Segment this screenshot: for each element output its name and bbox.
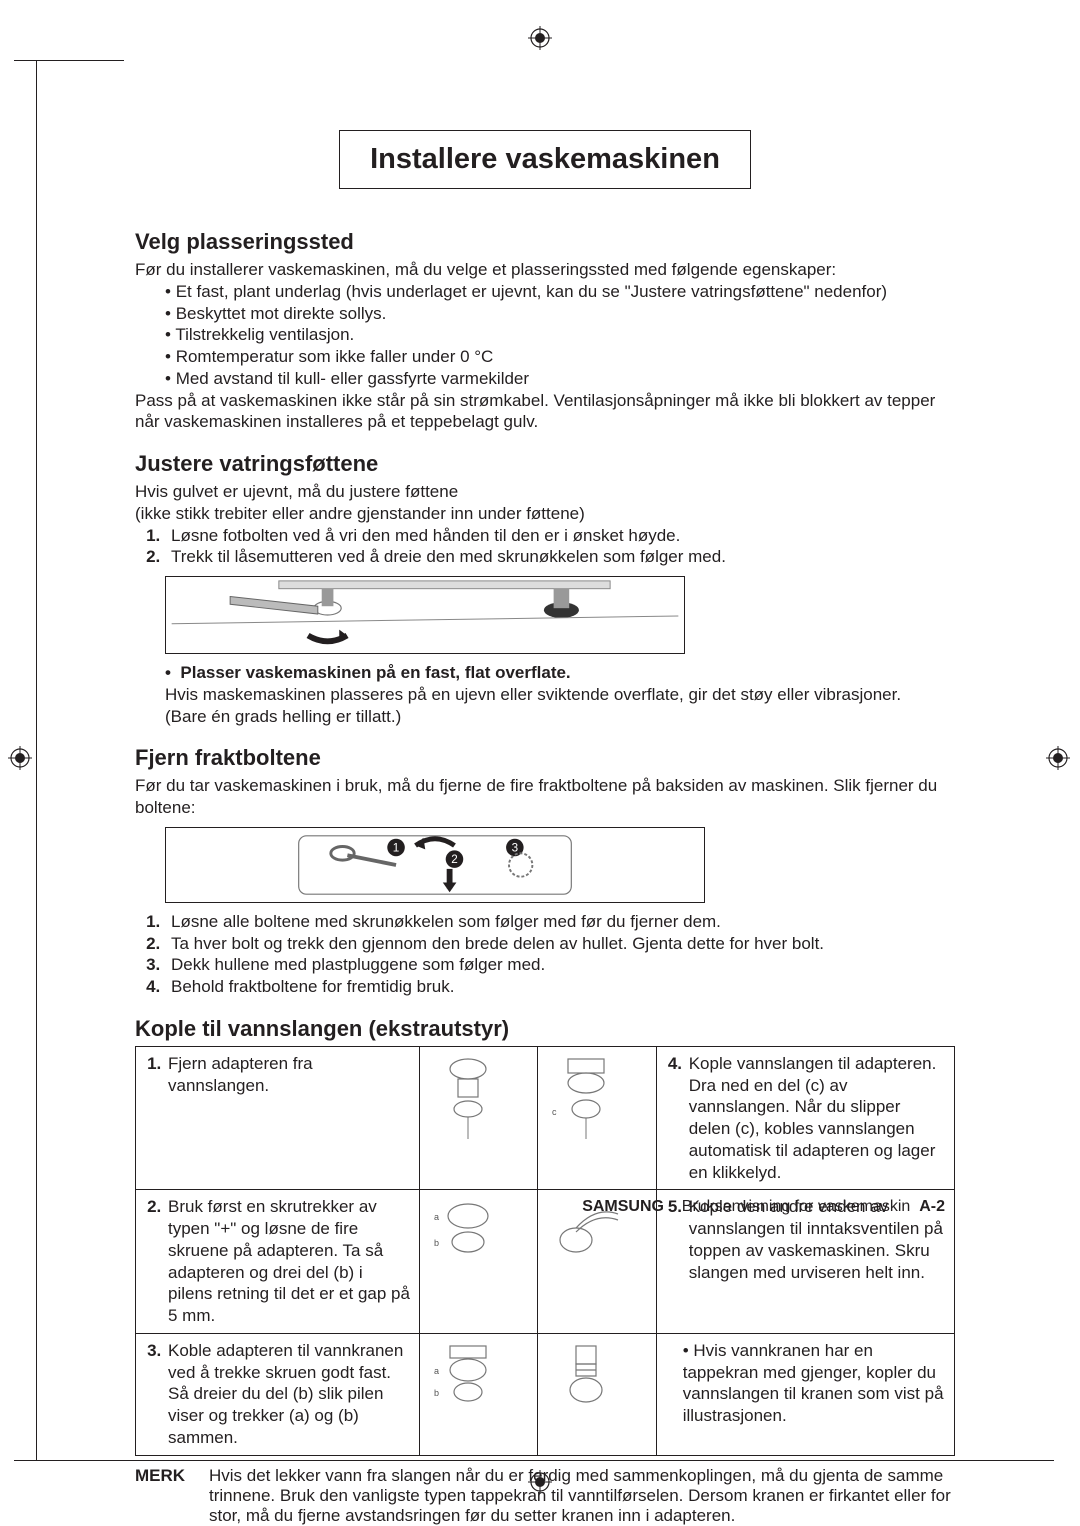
section-heading: Justere vatringsføttene	[135, 451, 955, 477]
bullet-list: Et fast, plant underlag (hvis underlaget…	[135, 281, 955, 390]
body-text: (ikke stikk trebiter eller andre gjensta…	[135, 503, 955, 525]
list-item: Behold fraktboltene for fremtidig bruk.	[165, 976, 955, 998]
list-item: Trekk til låsemutteren ved å dreie den m…	[165, 546, 955, 568]
hose-connection-table: Fjern adapteren fra vannslangen. c Kople…	[135, 1046, 955, 1456]
list-item: Beskyttet mot direkte sollys.	[165, 303, 955, 325]
cell-text: Hvis vannkranen har en tappekran med gje…	[683, 1340, 946, 1427]
section-heading: Kople til vannslangen (ekstrautstyr)	[135, 1016, 955, 1042]
list-item: Med avstand til kull- eller gassfyrte va…	[165, 368, 955, 390]
registration-mark-icon	[528, 26, 552, 50]
section-heading: Fjern fraktboltene	[135, 745, 955, 771]
diagram-cell: ab	[420, 1190, 538, 1334]
shipping-bolts-diagram: 1 2 3	[165, 827, 705, 903]
footer-brand: SAMSUNG	[582, 1198, 664, 1215]
diagram-cell: c	[538, 1046, 656, 1190]
page-content: Installere vaskemaskinen Velg plassering…	[135, 130, 955, 1526]
body-text: Pass på at vaskemaskinen ikke står på si…	[135, 390, 955, 434]
diagram-cell	[420, 1046, 538, 1190]
note-block: MERK Hvis det lekker vann fra slangen nå…	[135, 1466, 955, 1526]
list-item: Løsne alle boltene med skrunøkkelen som …	[165, 911, 955, 933]
note-list: • Plasser vaskemaskinen på en fast, flat…	[135, 662, 955, 727]
svg-text:1: 1	[393, 841, 400, 854]
note-bold: Plasser vaskemaskinen på en fast, flat o…	[180, 663, 570, 682]
page-footer: SAMSUNG Bruksanvisning for vaskemaskin A…	[582, 1198, 945, 1216]
list-item: Et fast, plant underlag (hvis underlaget…	[165, 281, 955, 303]
list-item: Romtemperatur som ikke faller under 0 °C	[165, 346, 955, 368]
body-text: Før du installerer vaskemaskinen, må du …	[135, 259, 955, 281]
crop-frame	[14, 60, 124, 61]
list-item: • Plasser vaskemaskinen på en fast, flat…	[165, 662, 955, 727]
cell-text: Bruk først en skrutrekker av typen "+" o…	[166, 1196, 411, 1327]
list-item: Ta hver bolt og trekk den gjennom den br…	[165, 933, 955, 955]
footer-page: A-2	[919, 1198, 945, 1215]
numbered-list: Løsne fotbolten ved å vri den med hånden…	[135, 525, 955, 569]
svg-text:2: 2	[451, 853, 458, 866]
numbered-list: Løsne alle boltene med skrunøkkelen som …	[135, 911, 955, 998]
list-item: Tilstrekkelig ventilasjon.	[165, 324, 955, 346]
body-text: Før du tar vaskemaskinen i bruk, må du f…	[135, 775, 955, 819]
registration-mark-icon	[8, 746, 32, 770]
note-body: Hvis maskemaskinen plasseres på en ujevn…	[165, 685, 901, 704]
page-title: Installere vaskemaskinen	[339, 130, 751, 189]
list-item: Dekk hullene med plastpluggene som følge…	[165, 954, 955, 976]
table-row: Koble adapteren til vannkranen ved å tre…	[136, 1333, 955, 1455]
svg-text:b: b	[434, 1238, 439, 1248]
diagram-cell	[538, 1333, 656, 1455]
note-body: (Bare én grads helling er tillatt.)	[165, 707, 401, 726]
leveling-feet-diagram	[165, 576, 685, 654]
table-row: Fjern adapteren fra vannslangen. c Kople…	[136, 1046, 955, 1190]
cell-text: Fjern adapteren fra vannslangen.	[166, 1053, 411, 1097]
registration-mark-icon	[1046, 746, 1070, 770]
svg-text:a: a	[434, 1366, 439, 1376]
crop-frame	[36, 60, 37, 1460]
svg-text:a: a	[434, 1212, 439, 1222]
svg-text:b: b	[434, 1388, 439, 1398]
footer-text: Bruksanvisning for vaskemaskin	[682, 1198, 911, 1215]
note-text: Hvis det lekker vann fra slangen når du …	[209, 1466, 955, 1526]
section-heading: Velg plasseringssted	[135, 229, 955, 255]
svg-text:3: 3	[512, 841, 519, 854]
list-item: Løsne fotbolten ved å vri den med hånden…	[165, 525, 955, 547]
cell-text: Kople vannslangen til adapteren. Dra ned…	[687, 1053, 946, 1184]
cell-text: Koble adapteren til vannkranen ved å tre…	[166, 1340, 411, 1449]
diagram-cell: ab	[420, 1333, 538, 1455]
body-text: Hvis gulvet er ujevnt, må du justere føt…	[135, 481, 955, 503]
svg-text:c: c	[552, 1107, 557, 1117]
note-label: MERK	[135, 1466, 191, 1526]
